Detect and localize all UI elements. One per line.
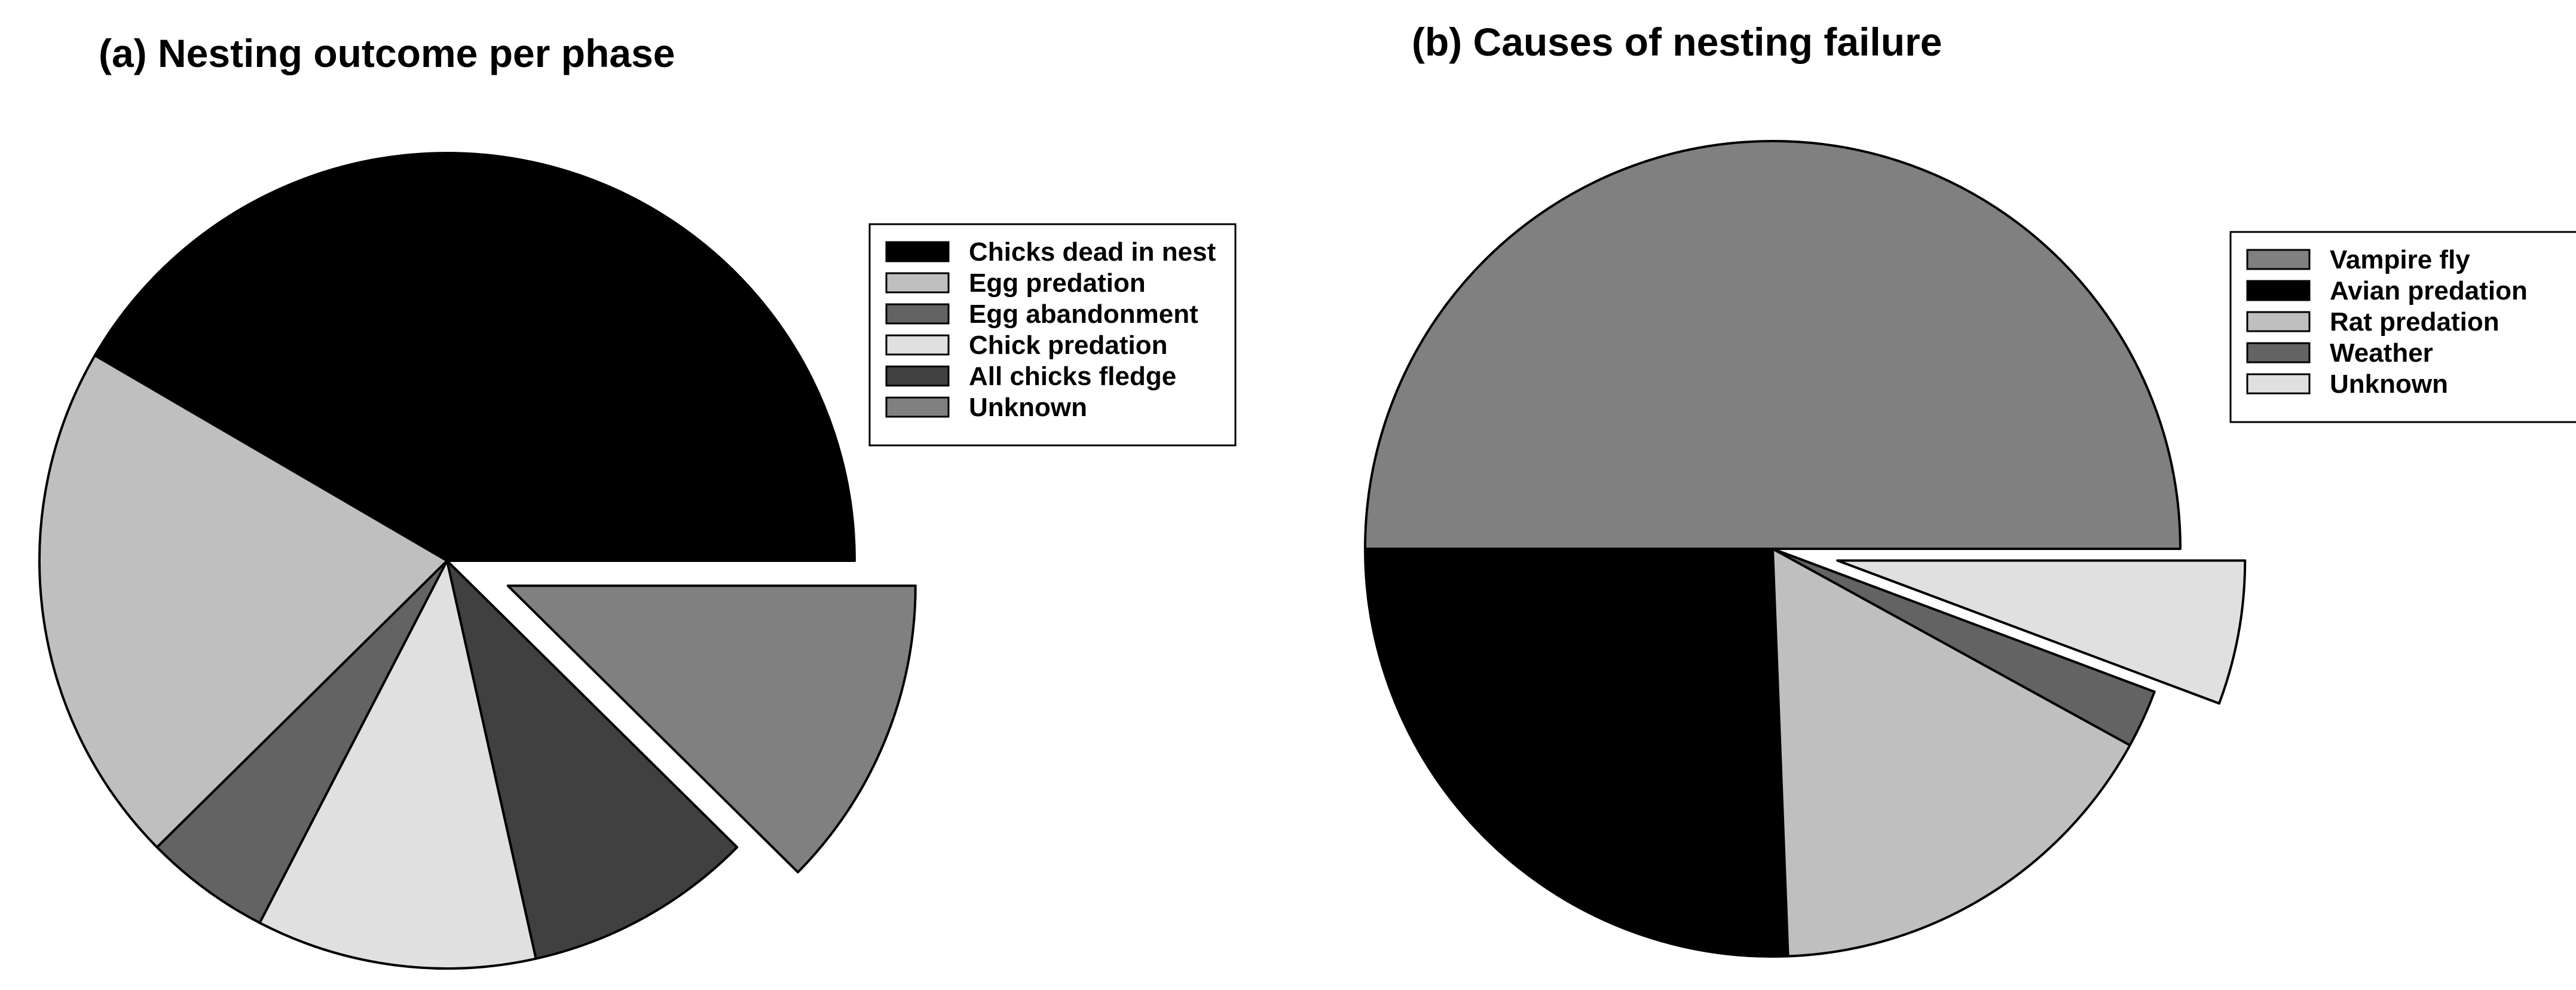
chart-title: (b) Causes of nesting failure [1412, 20, 1942, 64]
legend-label-avian-predation: Avian predation [2330, 276, 2528, 305]
pie-slice-avian-predation [1364, 548, 1789, 958]
legend-swatch-unknown [2246, 373, 2311, 395]
pie-slice-egg-abandonment [155, 560, 448, 924]
pie-slice-unknown [506, 584, 917, 873]
legend-label-egg-abandonment: Egg abandonment [969, 300, 1198, 329]
pie-slice-chick-predation [258, 560, 537, 970]
pie-chart-nesting-outcome: (a) Nesting outcome per phase Chicks dea… [38, 31, 1237, 970]
legend-label-chicks-dead-in-nest: Chicks dead in nest [969, 237, 1216, 267]
legend-label-unknown: Unknown [2330, 369, 2448, 399]
legend-swatch-egg-abandonment [885, 303, 950, 325]
legend-swatch-avian-predation [2246, 280, 2311, 301]
pie-slice-unknown [1836, 559, 2247, 705]
chart-title: (a) Nesting outcome per phase [99, 31, 675, 75]
legend-swatch-weather [2246, 342, 2311, 363]
pie-slice-weather [1772, 548, 2156, 747]
legend-swatch-egg-predation [885, 272, 950, 294]
legend-swatch-chick-predation [885, 334, 950, 356]
legend-label-vampire-fly: Vampire fly [2330, 245, 2470, 274]
legend-label-unknown: Unknown [969, 393, 1087, 422]
pie-slice-egg-predation [38, 354, 448, 849]
legend-swatch-unknown [885, 396, 950, 418]
pie-slice-chicks-dead-in-nest [93, 152, 856, 562]
pie-slice-vampire-fly [1364, 140, 2182, 550]
legend-label-chick-predation: Chick predation [969, 331, 1168, 360]
legend-label-weather: Weather [2330, 338, 2433, 368]
legend-swatch-all-chicks-fledge [885, 365, 950, 387]
legend-swatch-rat-predation [2246, 311, 2311, 332]
legend-swatch-chicks-dead-in-nest [885, 241, 950, 262]
legend-label-rat-predation: Rat predation [2330, 307, 2499, 337]
pie-chart-failure-causes: (b) Causes of nesting failure Vampire fl… [1364, 20, 2576, 958]
pie-slice-rat-predation [1772, 548, 2131, 958]
legend-label-all-chicks-fledge: All chicks fledge [969, 362, 1176, 391]
legend-label-egg-predation: Egg predation [969, 268, 1146, 298]
pie-slice-all-chicks-fledge [446, 560, 739, 960]
legend-swatch-vampire-fly [2246, 249, 2311, 270]
